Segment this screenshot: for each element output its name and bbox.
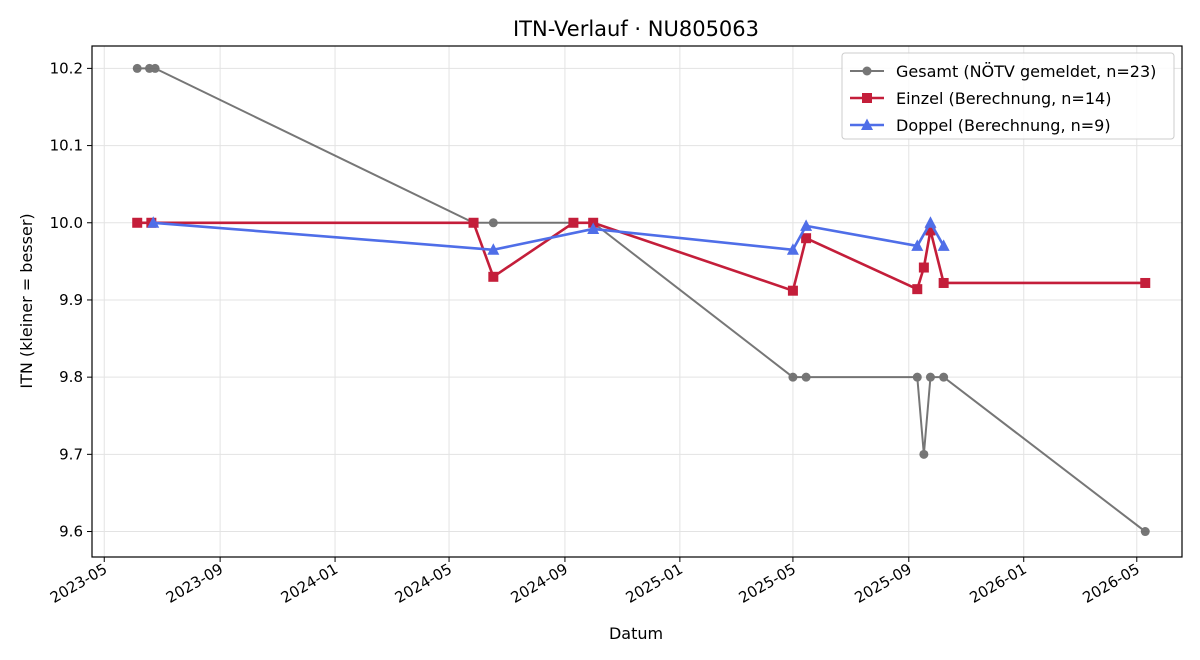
legend: Gesamt (NÖTV gemeldet, n=23) Einzel (Bere…	[841, 52, 1175, 140]
y-tick-label: 10.2	[50, 59, 83, 77]
data-point-einzel	[912, 284, 923, 295]
chart-title: ITN-Verlauf · NU805063	[513, 17, 759, 41]
data-point-einzel	[132, 217, 143, 228]
legend-label-gesamt: Gesamt (NÖTV gemeldet, n=23)	[896, 62, 1156, 81]
data-point-gesamt	[912, 372, 922, 382]
y-tick-label: 9.9	[59, 291, 83, 309]
data-point-doppel	[587, 222, 600, 234]
y-tick-label: 10.1	[50, 137, 83, 155]
data-point-gesamt	[801, 372, 811, 382]
legend-marker-einzel	[862, 93, 872, 103]
legend-label-einzel: Einzel (Berechnung, n=14)	[896, 89, 1111, 108]
data-point-doppel	[937, 239, 950, 251]
legend-entry-einzel	[850, 93, 884, 103]
data-point-einzel	[918, 262, 929, 273]
data-point-gesamt	[150, 63, 160, 73]
x-tick-label: 2026-05	[1079, 560, 1142, 607]
series-layer	[132, 63, 1151, 537]
x-tick-label: 2024-09	[508, 560, 571, 607]
data-point-doppel	[786, 243, 799, 255]
data-point-doppel	[911, 239, 924, 251]
x-tick-label: 2025-05	[736, 560, 799, 607]
y-tick-label: 9.8	[59, 368, 83, 386]
data-point-doppel	[800, 219, 813, 231]
legend-entry-doppel	[850, 118, 884, 130]
y-tick-label: 10.0	[50, 214, 83, 232]
data-point-einzel	[568, 217, 579, 228]
x-tick-label: 2024-01	[278, 560, 341, 607]
plot-area-frame	[91, 45, 1183, 558]
data-point-einzel	[787, 285, 798, 296]
data-point-gesamt	[919, 449, 929, 459]
data-point-einzel	[1140, 277, 1151, 288]
data-point-gesamt	[788, 372, 798, 382]
data-point-einzel	[925, 225, 936, 236]
series-doppel	[147, 216, 950, 255]
series-line-gesamt	[137, 67, 1146, 533]
data-point-doppel	[147, 216, 160, 228]
series-einzel	[132, 217, 1151, 296]
legend-label-doppel: Doppel (Berechnung, n=9)	[896, 116, 1111, 135]
data-point-gesamt	[132, 63, 142, 73]
data-point-einzel	[938, 277, 949, 288]
x-axis-label: Datum	[609, 624, 663, 643]
legend-entry-gesamt	[850, 66, 884, 76]
data-point-einzel	[801, 233, 812, 244]
legend-marker-gesamt	[862, 66, 872, 76]
x-tick-label: 2026-01	[966, 560, 1029, 607]
grid	[92, 46, 1182, 557]
data-point-einzel	[488, 271, 499, 282]
data-point-gesamt	[939, 372, 949, 382]
y-tick-label: 9.6	[59, 523, 83, 541]
data-point-gesamt	[1140, 527, 1150, 537]
legend-marker-doppel	[861, 118, 873, 130]
x-tick-label: 2023-09	[163, 560, 226, 607]
axis-ticks: 2023-05 2023-09 2024-01 2024-05 2024-09 2025-…	[47, 59, 1143, 606]
legend-box	[841, 52, 1175, 140]
x-tick-label: 2024-05	[392, 560, 455, 607]
data-point-einzel	[468, 217, 479, 228]
data-point-gesamt	[488, 218, 498, 228]
y-axis-label: ITN (kleiner = besser)	[17, 213, 36, 388]
x-tick-label: 2025-09	[852, 560, 915, 607]
data-point-doppel	[487, 243, 500, 255]
y-tick-label: 9.7	[59, 445, 83, 463]
x-tick-label: 2023-05	[47, 560, 110, 607]
x-tick-label: 2025-01	[623, 560, 686, 607]
data-point-doppel	[924, 216, 937, 228]
data-point-gesamt	[925, 372, 935, 382]
